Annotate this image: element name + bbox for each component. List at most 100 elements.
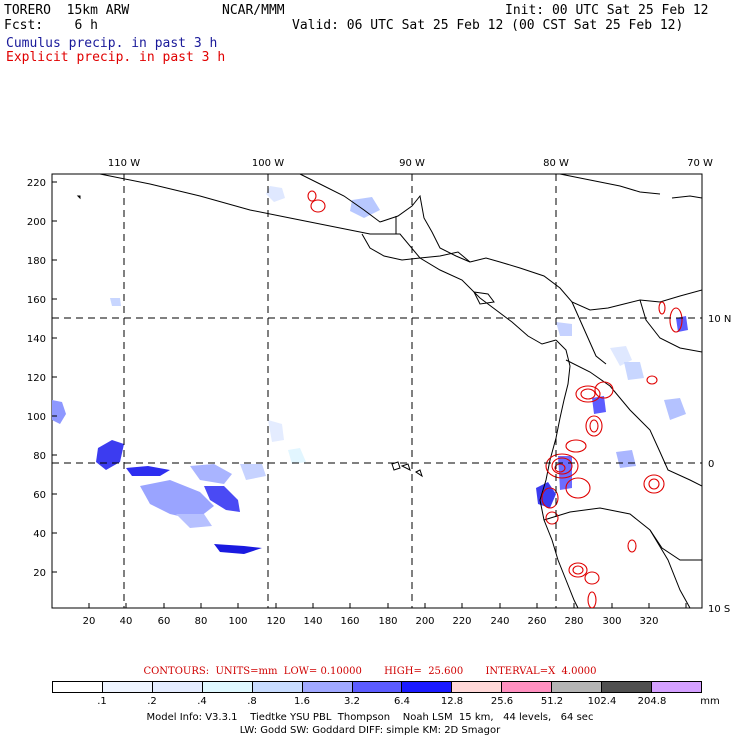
forecast-hour: Fcst: 6 h <box>4 18 98 33</box>
contour <box>572 565 584 575</box>
contour <box>658 301 666 315</box>
precip-patch <box>214 544 262 554</box>
contours-info: CONTOURS: UNITS=mm LOW= 0.10000 HIGH= 25… <box>143 666 597 677</box>
y-tick-label: 20 <box>33 568 46 579</box>
galapagos-island <box>415 469 423 478</box>
precip-patch <box>266 186 285 202</box>
legend-label: .2 <box>147 696 157 707</box>
legend-label: 6.4 <box>394 696 410 707</box>
y-tick-label: 120 <box>27 373 46 384</box>
y-tick-label: 180 <box>27 256 46 267</box>
lon-label: 80 W <box>543 158 569 169</box>
precip-color-legend <box>52 681 702 693</box>
contour <box>545 511 559 525</box>
lon-label: 100 W <box>252 158 284 169</box>
contour <box>646 375 658 385</box>
lat-label: 10 S <box>708 604 730 615</box>
contour <box>568 562 588 578</box>
coastlines <box>76 174 702 608</box>
contour <box>594 381 614 399</box>
precip-patch <box>288 448 306 464</box>
tick-marks <box>52 181 687 608</box>
model-info: Model Info: V3.3.1 Tiedtke YSU PBL Thomp… <box>146 712 594 723</box>
precip-patch <box>610 346 632 366</box>
islet <box>76 195 81 200</box>
legend-label: 25.6 <box>490 696 514 707</box>
x-tick-label: 100 <box>228 616 247 627</box>
y-tick-label: 80 <box>33 451 46 462</box>
brazil-border <box>639 299 702 353</box>
legend-label: 51.2 <box>540 696 564 707</box>
y-tick-label: 140 <box>27 334 46 345</box>
explicit-precip-contours <box>307 190 683 608</box>
legend-label: 1.6 <box>294 696 310 707</box>
contour <box>580 388 596 400</box>
y-tick-label: 60 <box>33 490 46 501</box>
contour <box>585 415 603 437</box>
legend-swatch <box>202 682 253 692</box>
legend-swatch <box>652 682 701 692</box>
contour <box>575 385 601 403</box>
precip-patch <box>190 464 232 484</box>
contour <box>565 477 591 499</box>
contour <box>541 487 559 509</box>
contour <box>551 457 573 475</box>
legend-swatch <box>53 682 103 692</box>
legend-swatch <box>602 682 653 692</box>
precip-patch <box>126 466 170 476</box>
lon-label: 70 W <box>687 158 713 169</box>
legend-label: .1 <box>97 696 107 707</box>
contour <box>310 199 326 213</box>
hispaniola-island <box>671 195 702 199</box>
islet <box>473 291 495 305</box>
galapagos-island <box>391 461 401 471</box>
south-america-west-coast <box>539 339 579 608</box>
lat-lon-grid <box>52 174 702 608</box>
y-tick-label: 220 <box>27 178 46 189</box>
contour <box>554 463 566 473</box>
lat-label: 10 N <box>708 314 731 325</box>
x-tick-label: 300 <box>602 616 621 627</box>
contour <box>627 539 637 553</box>
contour <box>587 591 597 608</box>
legend-unit: mm <box>700 696 720 707</box>
cuba-island <box>559 174 661 195</box>
precip-patch <box>52 400 66 424</box>
legend-label: 3.2 <box>344 696 360 707</box>
precip-patch <box>268 420 284 442</box>
x-tick-label: 80 <box>195 616 208 627</box>
map-frame <box>51 173 703 609</box>
legend-swatch <box>452 682 503 692</box>
precip-patch <box>140 480 214 520</box>
legend-swatch <box>502 682 553 692</box>
x-tick-label: 140 <box>303 616 322 627</box>
precip-patch <box>204 486 240 512</box>
lon-label: 110 W <box>108 158 140 169</box>
y-tick-label: 160 <box>27 295 46 306</box>
physics-info: LW: Godd SW: Goddard DIFF: simple KM: 2D… <box>239 725 501 736</box>
contour <box>584 571 600 585</box>
galapagos-island <box>400 463 411 471</box>
contour <box>565 439 587 453</box>
legend-swatch <box>152 682 203 692</box>
legend-label: .8 <box>247 696 257 707</box>
colombia-border <box>571 301 607 365</box>
precip-patch <box>624 362 644 380</box>
peru-border <box>543 507 702 561</box>
valid-time: Valid: 06 UTC Sat 25 Feb 12 (00 CST Sat … <box>292 18 684 33</box>
x-tick-label: 320 <box>639 616 658 627</box>
honduras-border <box>419 251 471 263</box>
contour <box>307 190 317 202</box>
x-tick-label: 40 <box>120 616 133 627</box>
legend-swatch <box>552 682 603 692</box>
caribbean-coast <box>469 257 702 311</box>
organization: NCAR/MMM <box>222 3 285 18</box>
legend-swatch <box>402 682 453 692</box>
andes-border <box>565 359 702 487</box>
precip-patch <box>110 298 121 306</box>
x-tick-label: 200 <box>415 616 434 627</box>
legend-label: 204.8 <box>637 696 667 707</box>
contour <box>589 419 599 433</box>
contour <box>643 474 665 494</box>
contour <box>669 307 683 333</box>
